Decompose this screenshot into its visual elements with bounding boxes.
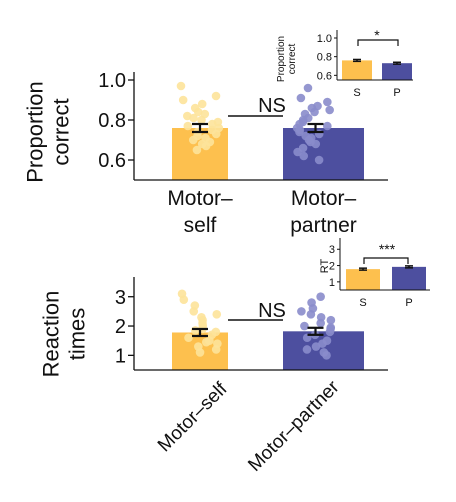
data-point xyxy=(201,141,211,151)
data-point xyxy=(184,333,193,343)
data-point xyxy=(323,121,332,131)
error-bar xyxy=(405,265,413,269)
data-point xyxy=(197,99,207,109)
bar-s xyxy=(346,269,380,290)
error-bar xyxy=(192,327,208,338)
data-point xyxy=(299,151,309,161)
y-tick-label: 0.8 xyxy=(98,110,126,132)
data-point xyxy=(201,337,211,347)
y-axis-label-line2: times xyxy=(65,308,90,361)
y-tick-label: 0.8 xyxy=(317,52,332,64)
data-point xyxy=(212,310,222,319)
data-point xyxy=(318,339,327,348)
y-tick-label: 1.0 xyxy=(317,33,332,45)
data-point xyxy=(193,107,203,117)
data-point xyxy=(322,351,331,360)
data-point xyxy=(192,145,202,155)
x-tick-label-line2: partner xyxy=(290,214,357,237)
data-point xyxy=(207,119,217,129)
data-point xyxy=(316,318,325,328)
data-point xyxy=(179,295,189,304)
x-tick-label: P xyxy=(393,87,400,99)
y-tick-label: 1 xyxy=(329,277,335,289)
data-point xyxy=(211,345,221,354)
data-point xyxy=(311,342,321,351)
x-tick-label: S xyxy=(359,297,366,309)
x-tick-label: Motor–partner xyxy=(244,376,344,476)
data-point xyxy=(314,155,324,165)
data-point xyxy=(296,93,306,103)
x-tick-label-line2: self xyxy=(184,214,217,237)
y-axis-label-line1: RT xyxy=(319,258,331,273)
error-bar xyxy=(393,61,401,65)
significance-label: *** xyxy=(379,241,396,257)
y-tick-label: 1 xyxy=(115,346,126,368)
y-tick-label: 3 xyxy=(115,287,126,309)
data-point xyxy=(300,321,309,331)
data-point xyxy=(303,83,313,93)
data-point xyxy=(311,139,321,149)
x-tick-label: S xyxy=(353,87,360,99)
significance-bracket xyxy=(363,257,409,264)
error-bar xyxy=(353,58,361,63)
data-point xyxy=(189,113,198,123)
data-point xyxy=(211,129,221,139)
y-axis-label-line2: correct xyxy=(49,98,74,165)
y-axis-label-line1: Proportion xyxy=(276,36,287,82)
significance-bracket xyxy=(357,39,399,46)
x-tick-label: Motor–self xyxy=(154,378,232,456)
y-tick-label: 2 xyxy=(329,261,335,273)
y-tick-label: 0.6 xyxy=(98,150,126,172)
y-axis-label: RT xyxy=(319,258,331,273)
y-tick-label: 3 xyxy=(329,244,335,256)
data-point xyxy=(293,147,302,157)
y-axis-label: Proportion correct xyxy=(276,36,298,82)
significance-label: NS xyxy=(258,95,286,117)
error-bar xyxy=(359,267,367,271)
data-point xyxy=(189,307,199,316)
data-point xyxy=(178,95,188,105)
data-point xyxy=(325,327,335,337)
data-point xyxy=(310,107,319,117)
significance-label: * xyxy=(374,27,380,43)
x-tick-label: P xyxy=(405,297,412,309)
data-point xyxy=(195,348,205,357)
data-point xyxy=(316,292,325,302)
data-point xyxy=(183,121,193,131)
data-point xyxy=(306,310,316,319)
bar-p xyxy=(392,266,426,290)
data-point xyxy=(197,115,206,125)
bar-p xyxy=(382,63,412,80)
data-point xyxy=(325,105,334,115)
data-point xyxy=(326,315,336,325)
y-axis-label: Proportion correct xyxy=(23,81,74,183)
data-point xyxy=(297,307,306,316)
x-tick-label-line1: Motor– xyxy=(291,187,357,210)
x-tick-label-line1: Motor– xyxy=(167,187,233,210)
bar-s xyxy=(342,60,372,80)
data-point xyxy=(295,127,304,137)
error-bar xyxy=(192,122,208,134)
y-tick-label: 1.0 xyxy=(98,70,126,92)
y-axis-label-line1: Reaction xyxy=(39,291,64,378)
data-point xyxy=(211,91,221,101)
data-point xyxy=(191,326,200,335)
data-point xyxy=(302,345,312,354)
error-bar xyxy=(307,326,324,336)
data-point xyxy=(188,135,198,145)
data-point xyxy=(323,97,332,107)
y-axis-label-line2: correct xyxy=(287,43,298,74)
y-axis-label: Reaction times xyxy=(39,291,90,378)
data-point xyxy=(176,81,186,91)
y-axis-label-line1: Proportion xyxy=(23,81,48,183)
y-tick-label: 0.6 xyxy=(317,70,332,82)
y-tick-label: 2 xyxy=(115,316,126,338)
error-bar xyxy=(307,122,324,134)
significance-label: NS xyxy=(258,300,286,322)
